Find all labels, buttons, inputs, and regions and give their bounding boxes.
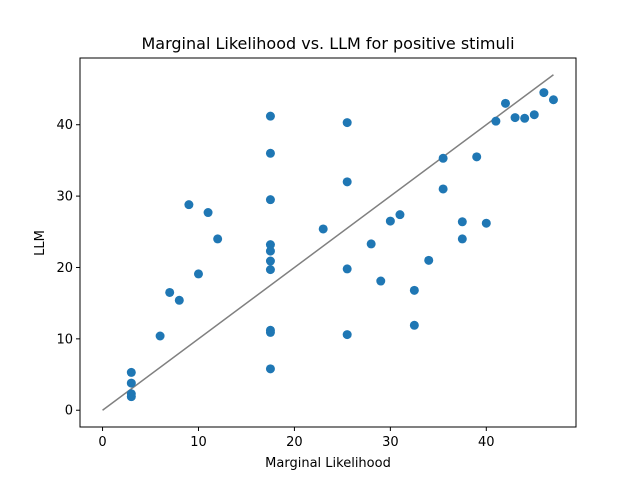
data-point	[174, 295, 184, 305]
data-point	[342, 330, 352, 340]
x-tick-label: 30	[382, 435, 399, 450]
y-tick-label: 40	[56, 118, 73, 133]
data-point	[184, 200, 194, 210]
x-axis-label: Marginal Likelihood	[265, 456, 391, 471]
reference-line	[102, 74, 554, 411]
data-point	[472, 152, 482, 162]
data-point	[481, 218, 491, 228]
y-tick-label: 0	[65, 404, 73, 419]
data-point	[520, 113, 530, 123]
data-point	[265, 148, 275, 158]
data-point	[366, 239, 376, 249]
y-tick-label: 30	[56, 190, 73, 205]
data-point	[126, 392, 136, 402]
data-point	[265, 256, 275, 266]
x-tick-label: 0	[98, 435, 106, 450]
data-point	[409, 285, 419, 295]
data-point	[265, 265, 275, 275]
data-point	[385, 216, 395, 226]
data-point	[265, 246, 275, 256]
data-point	[155, 331, 165, 341]
data-point	[510, 113, 520, 123]
x-tick-label: 40	[478, 435, 495, 450]
data-point	[318, 224, 328, 234]
data-point	[457, 234, 467, 244]
data-point	[126, 367, 136, 377]
data-point	[457, 217, 467, 227]
data-point	[548, 95, 558, 105]
data-point	[213, 234, 223, 244]
data-point	[438, 153, 448, 163]
data-point	[165, 287, 175, 297]
data-point	[265, 111, 275, 121]
y-tick-label: 10	[56, 332, 73, 347]
y-axis: 0 10 20 30 40	[56, 118, 80, 419]
data-point	[342, 264, 352, 274]
x-tick-label: 20	[286, 435, 303, 450]
data-point	[395, 210, 405, 220]
data-point	[265, 327, 275, 337]
data-point	[409, 320, 419, 330]
data-point	[126, 378, 136, 388]
x-tick-label: 10	[190, 435, 207, 450]
data-point	[376, 276, 386, 286]
data-point	[539, 88, 549, 98]
chart-title: Marginal Likelihood vs. LLM for positive…	[141, 34, 514, 53]
data-point	[424, 255, 434, 265]
data-point	[193, 269, 203, 279]
data-point	[265, 364, 275, 374]
plot-area-frame	[79, 57, 577, 428]
data-point	[438, 184, 448, 194]
data-point	[265, 195, 275, 205]
data-point	[491, 116, 501, 126]
data-point	[529, 110, 539, 120]
data-point	[342, 177, 352, 187]
data-point	[203, 208, 213, 218]
y-axis-label: LLM	[33, 230, 48, 256]
data-point	[342, 118, 352, 128]
data-point	[500, 98, 510, 108]
data-point	[265, 240, 275, 250]
x-axis: 0 10 20 30 40	[98, 427, 495, 450]
y-tick-label: 20	[56, 261, 73, 276]
